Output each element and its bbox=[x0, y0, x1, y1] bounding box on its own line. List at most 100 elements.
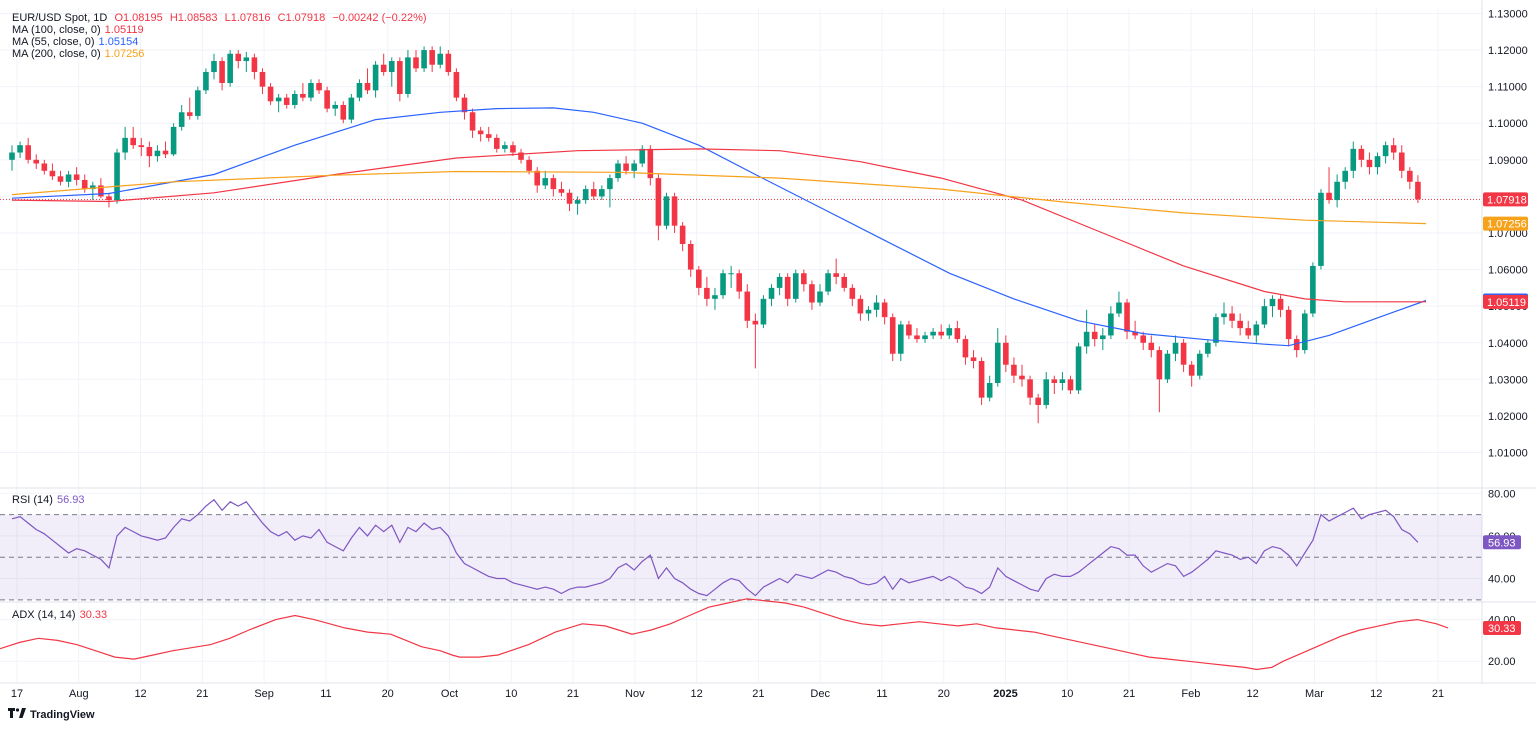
last-price-dot bbox=[183, 198, 184, 200]
last-price-dot bbox=[270, 198, 271, 200]
rsi-line bbox=[11, 498, 1419, 597]
candle-body bbox=[98, 185, 104, 197]
candle bbox=[663, 192, 670, 230]
last-price-dot bbox=[1467, 198, 1468, 200]
last-price-dot bbox=[795, 198, 796, 200]
candle bbox=[227, 50, 233, 87]
last-price-dot bbox=[339, 198, 340, 200]
last-price-dot bbox=[1368, 198, 1369, 200]
candle bbox=[235, 50, 242, 69]
legend-ma-100[interactable]: MA (100, close, 0) 1.05119 bbox=[12, 24, 144, 37]
last-price-dot bbox=[663, 198, 664, 200]
last-price-dot bbox=[714, 198, 715, 200]
last-price-dot bbox=[120, 198, 121, 200]
candle-body bbox=[679, 225, 686, 244]
candle bbox=[1261, 298, 1268, 329]
candle bbox=[1229, 306, 1235, 329]
last-price-dot bbox=[774, 198, 775, 200]
last-price-dot bbox=[1314, 198, 1315, 200]
last-price-dot bbox=[678, 198, 679, 200]
last-price-dot bbox=[708, 198, 709, 200]
candle bbox=[485, 126, 492, 142]
adx-legend[interactable]: ADX (14, 14) 30.33 bbox=[12, 609, 107, 622]
last-price-dot bbox=[897, 198, 898, 200]
candle-body bbox=[809, 284, 815, 303]
candle bbox=[728, 265, 734, 288]
last-price-dot bbox=[1293, 198, 1294, 200]
candle-body bbox=[1196, 353, 1203, 376]
rsi-tick-label: 80.00 bbox=[1488, 488, 1516, 500]
last-price-dot bbox=[24, 198, 25, 200]
last-price-dot bbox=[1452, 198, 1453, 200]
candle-body bbox=[445, 53, 452, 73]
last-price-dot bbox=[1374, 198, 1375, 200]
last-price-dot bbox=[1134, 198, 1135, 200]
last-price-dot bbox=[282, 198, 283, 200]
candle bbox=[1188, 361, 1195, 387]
candle-body bbox=[1067, 379, 1074, 391]
last-price-dot bbox=[1014, 198, 1015, 200]
candle-body bbox=[1156, 350, 1163, 380]
tradingview-brand[interactable]: TradingView bbox=[8, 708, 95, 721]
candle bbox=[696, 265, 702, 296]
candle bbox=[300, 83, 306, 102]
last-price-dot bbox=[1347, 198, 1348, 200]
candle bbox=[1067, 375, 1074, 394]
price-axis: 1.010001.020001.030001.040001.050001.060… bbox=[1488, 8, 1528, 459]
candle-body bbox=[639, 148, 646, 164]
last-price-dot bbox=[921, 198, 922, 200]
candle-body bbox=[582, 189, 589, 201]
last-price-dot bbox=[1131, 198, 1132, 200]
candle-body bbox=[817, 291, 823, 303]
last-price-dot bbox=[345, 198, 346, 200]
last-price-dot bbox=[1032, 198, 1033, 200]
last-price-dot bbox=[783, 198, 784, 200]
candle-body bbox=[1293, 339, 1300, 351]
legend-ma-200[interactable]: MA (200, close, 0) 1.07256 bbox=[12, 48, 144, 61]
candle-body bbox=[25, 145, 31, 160]
candle bbox=[615, 159, 621, 182]
candle bbox=[784, 273, 791, 307]
last-price-dot bbox=[381, 198, 382, 200]
candle bbox=[1326, 167, 1332, 204]
candle bbox=[825, 269, 831, 296]
legend-ma-55[interactable]: MA (55, close, 0) 1.05154 bbox=[12, 36, 138, 49]
candle-body bbox=[267, 86, 274, 102]
time-tick-label: Oct bbox=[441, 688, 458, 700]
last-price-dot bbox=[999, 198, 1000, 200]
last-price-dot bbox=[1200, 198, 1201, 200]
last-price-dot bbox=[1164, 198, 1165, 200]
last-price-dot bbox=[1029, 198, 1030, 200]
last-price-dot bbox=[1086, 198, 1087, 200]
last-price-dot bbox=[1413, 198, 1414, 200]
last-price-dot bbox=[891, 198, 892, 200]
last-price-dot bbox=[1005, 198, 1006, 200]
rsi-legend[interactable]: RSI (14) 56.93 bbox=[12, 494, 85, 507]
last-price-dot bbox=[444, 198, 445, 200]
last-price-dot bbox=[582, 198, 583, 200]
candle-body bbox=[324, 90, 330, 109]
price-tag-text: 1.07256 bbox=[1487, 219, 1527, 231]
last-price-dot bbox=[30, 198, 31, 200]
candle bbox=[1148, 335, 1155, 358]
candle bbox=[138, 137, 145, 157]
last-price-dot bbox=[27, 198, 28, 200]
last-price-dot bbox=[333, 198, 334, 200]
ma-line bbox=[11, 107, 1427, 347]
last-price-dot bbox=[1350, 198, 1351, 200]
candle-body bbox=[292, 93, 298, 105]
last-price-dot bbox=[558, 198, 559, 200]
candle bbox=[469, 108, 476, 138]
last-price-dot bbox=[645, 198, 646, 200]
candle bbox=[809, 280, 815, 310]
last-price-dot bbox=[48, 198, 49, 200]
last-price-dot bbox=[555, 198, 556, 200]
last-price-dot bbox=[1089, 198, 1090, 200]
last-price-dot bbox=[315, 198, 316, 200]
candle bbox=[1221, 302, 1227, 325]
candle-body bbox=[502, 145, 508, 149]
last-price-dot bbox=[6, 198, 7, 200]
last-price-dot bbox=[738, 198, 739, 200]
